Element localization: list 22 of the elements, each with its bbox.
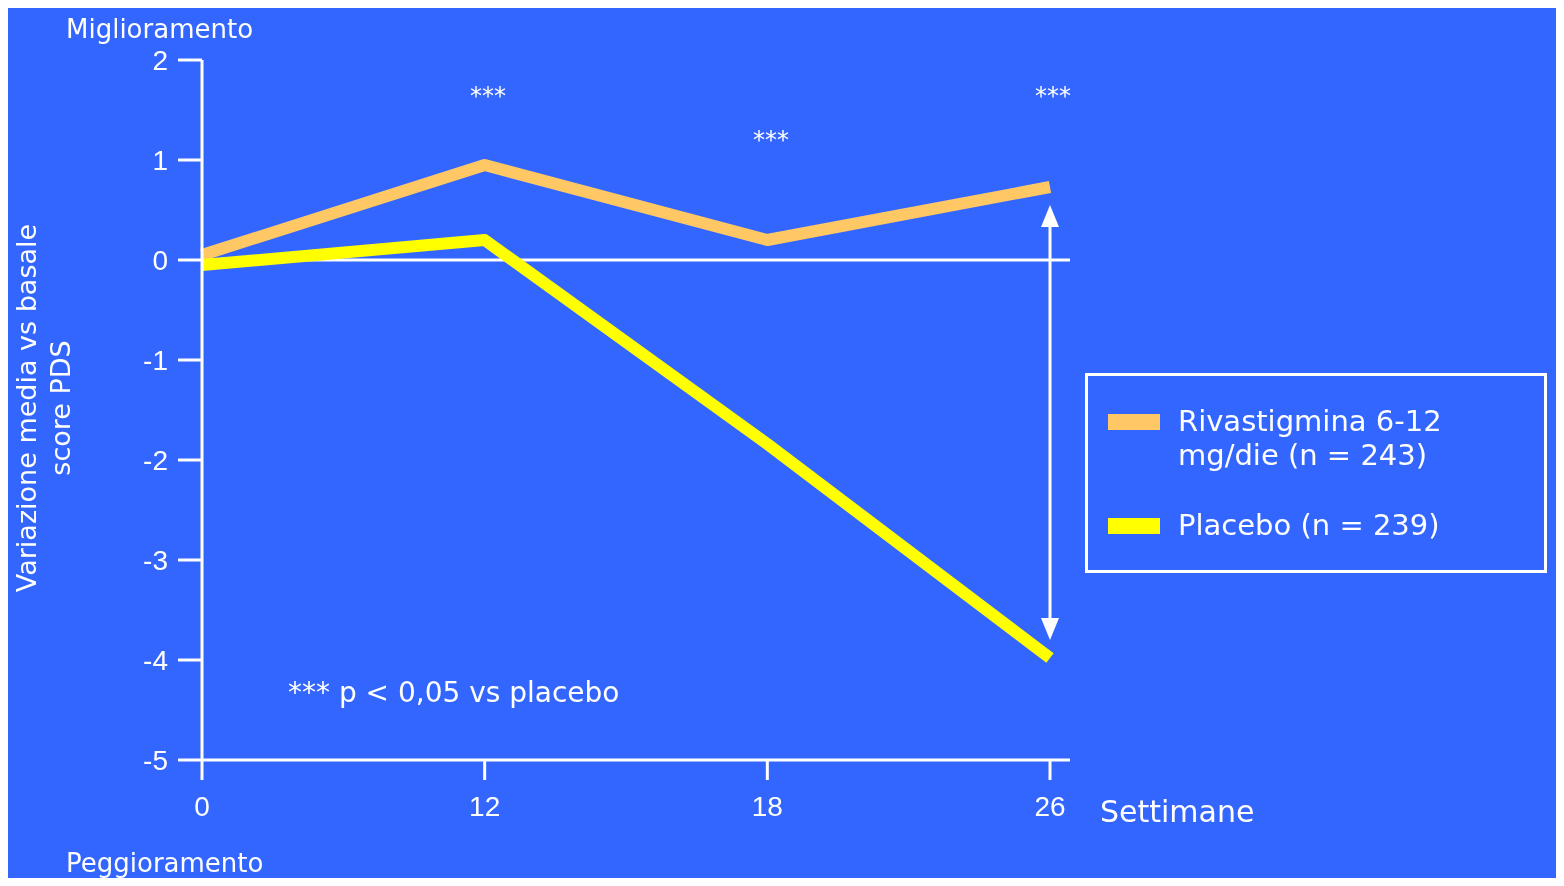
legend-label: Rivastigmina 6-12 mg/die (n = 243): [1178, 404, 1443, 472]
y-tick-label: -2: [143, 444, 168, 476]
y-tick-label: -1: [143, 344, 168, 376]
y-tick-label: 2: [152, 44, 168, 76]
y-tick-label: -5: [143, 744, 168, 776]
y-tick-label: 0: [152, 244, 168, 276]
text: Miglioramento: [66, 14, 254, 44]
y-tick-label: -3: [143, 544, 168, 576]
annotation: ***: [753, 126, 789, 154]
annotation: ***: [1035, 82, 1071, 110]
x-tick-label: 0: [194, 790, 210, 822]
x-tick-label: 18: [751, 790, 783, 822]
annotation: *** p < 0,05 vs placebo: [288, 676, 620, 709]
annotation: ***: [470, 82, 506, 110]
y-tick-label: 1: [152, 144, 168, 176]
x-axis-title: Settimane: [1100, 794, 1255, 829]
text: Peggioramento: [66, 848, 264, 878]
x-tick-label: 26: [1034, 790, 1066, 822]
x-tick-label: 12: [469, 790, 501, 822]
legend-label: Placebo (n = 239): [1178, 508, 1441, 542]
y-axis-title: Variazione media vs basale score PDS: [10, 222, 77, 595]
y-tick-label: -4: [143, 644, 168, 676]
